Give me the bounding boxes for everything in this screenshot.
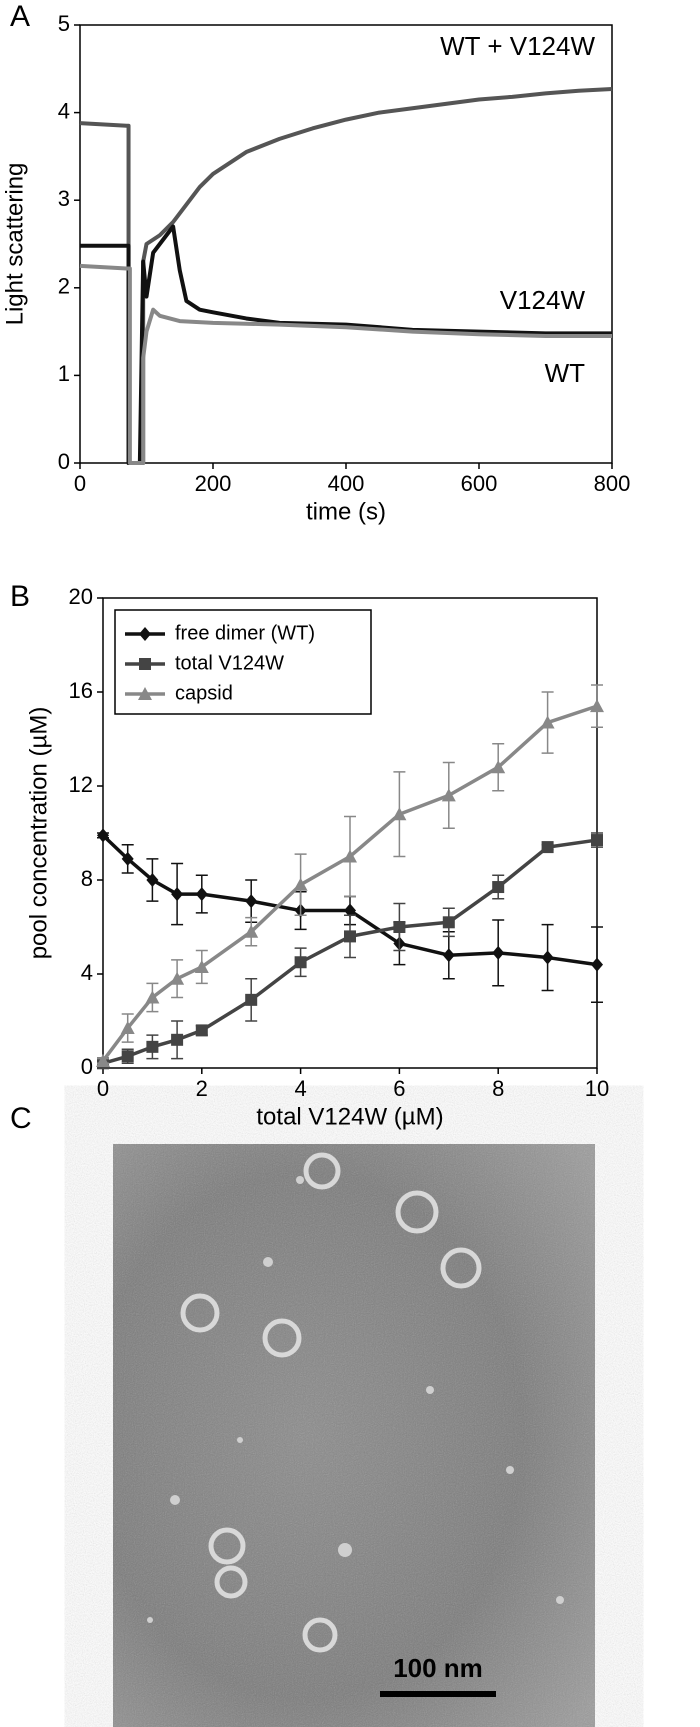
micrograph: 100 nm bbox=[113, 1144, 595, 1727]
marker bbox=[293, 877, 308, 891]
marker bbox=[97, 828, 109, 843]
y-tick-label: 20 bbox=[69, 584, 93, 609]
series-line bbox=[79, 86, 613, 465]
marker bbox=[442, 916, 455, 929]
y-tick-label: 0 bbox=[58, 449, 70, 474]
marker bbox=[344, 930, 356, 943]
y-tick-label: 5 bbox=[58, 11, 70, 36]
series-line bbox=[79, 263, 612, 465]
marker bbox=[441, 788, 456, 802]
x-tick-label: 400 bbox=[328, 471, 365, 496]
marker bbox=[245, 894, 258, 909]
x-axis-title: total V124W (µM) bbox=[256, 1103, 443, 1130]
y-tick-label: 16 bbox=[69, 678, 93, 703]
marker bbox=[245, 993, 258, 1006]
x-tick-label: 10 bbox=[585, 1076, 609, 1101]
marker bbox=[590, 699, 604, 713]
y-tick-label: 4 bbox=[58, 98, 70, 123]
series-label: WT + V124W bbox=[440, 31, 595, 61]
marker bbox=[244, 924, 259, 938]
marker bbox=[146, 1040, 159, 1053]
marker bbox=[138, 687, 152, 700]
x-tick-label: 600 bbox=[461, 471, 498, 496]
scale-bar-label: 100 nm bbox=[393, 1653, 483, 1683]
x-tick-label: 4 bbox=[294, 1076, 306, 1101]
marker bbox=[139, 627, 151, 641]
marker bbox=[491, 760, 506, 774]
x-tick-label: 6 bbox=[393, 1076, 405, 1101]
panel-label: C bbox=[10, 1102, 32, 1135]
y-tick-label: 1 bbox=[58, 361, 70, 386]
marker bbox=[294, 956, 307, 969]
legend-box bbox=[114, 609, 372, 715]
x-tick-label: 800 bbox=[594, 471, 631, 496]
y-tick-label: 0 bbox=[81, 1054, 93, 1079]
x-tick-label: 0 bbox=[74, 471, 86, 496]
y-axis-title: pool concentration (µM) bbox=[25, 707, 52, 960]
marker bbox=[171, 1033, 184, 1046]
marker bbox=[139, 658, 151, 670]
marker bbox=[591, 957, 603, 972]
marker bbox=[121, 1050, 134, 1063]
marker bbox=[194, 959, 209, 973]
marker bbox=[170, 971, 185, 985]
marker bbox=[492, 881, 505, 894]
series-line bbox=[80, 224, 612, 465]
legend-label: total V124W bbox=[175, 652, 284, 674]
marker bbox=[541, 841, 554, 854]
marker bbox=[393, 921, 406, 933]
y-tick-label: 8 bbox=[81, 866, 93, 891]
marker bbox=[96, 1053, 110, 1067]
x-axis-title: time (s) bbox=[306, 498, 386, 525]
panel-label: B bbox=[10, 580, 30, 613]
marker bbox=[343, 849, 357, 863]
y-tick-label: 4 bbox=[81, 960, 93, 985]
y-tick-label: 3 bbox=[58, 186, 70, 211]
x-tick-label: 0 bbox=[97, 1076, 109, 1101]
marker bbox=[146, 873, 159, 887]
marker bbox=[492, 945, 505, 960]
marker bbox=[591, 834, 603, 847]
legend: free dimer (WT) total V124W capsid bbox=[114, 609, 372, 715]
marker bbox=[195, 887, 208, 902]
marker bbox=[442, 948, 455, 963]
marker bbox=[120, 1021, 135, 1035]
marker bbox=[392, 807, 407, 821]
marker bbox=[121, 851, 134, 866]
marker bbox=[195, 1024, 208, 1037]
x-tick-label: 8 bbox=[492, 1076, 504, 1101]
marker bbox=[540, 715, 555, 729]
x-tick-label: 200 bbox=[195, 471, 232, 496]
legend-label: free dimer (WT) bbox=[175, 622, 315, 644]
marker bbox=[344, 903, 356, 918]
x-tick-label: 2 bbox=[196, 1076, 208, 1101]
series-label: WT bbox=[545, 358, 586, 388]
marker bbox=[145, 990, 160, 1004]
marker bbox=[171, 887, 184, 902]
y-tick-label: 2 bbox=[58, 274, 70, 299]
y-tick-label: 12 bbox=[69, 772, 93, 797]
series-label: V124W bbox=[500, 285, 586, 315]
legend-label: capsid bbox=[175, 682, 233, 704]
panel-label: A bbox=[10, 0, 30, 33]
marker bbox=[541, 950, 554, 965]
y-axis-title: Light scattering bbox=[1, 163, 28, 326]
